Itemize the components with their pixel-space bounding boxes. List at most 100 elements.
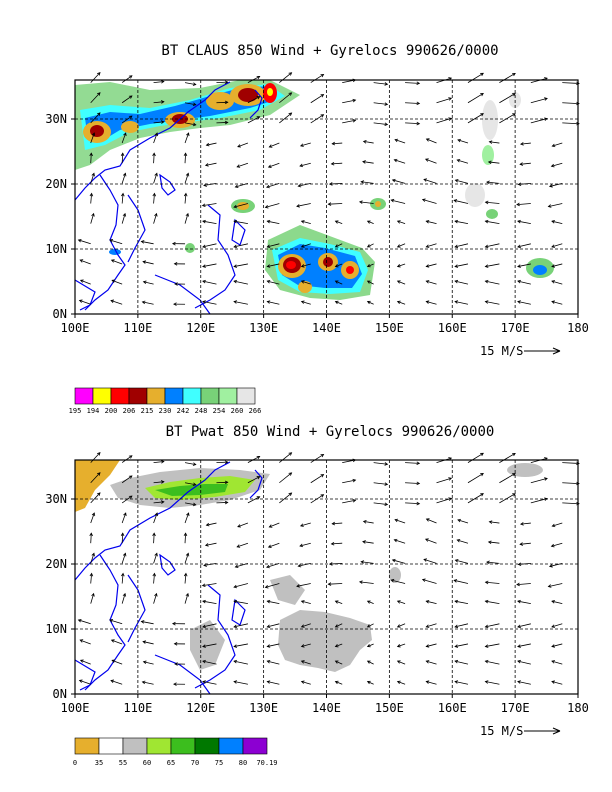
wind-vector	[153, 193, 155, 204]
wind-vector-head	[300, 644, 305, 648]
wind-vector	[78, 239, 91, 245]
wind-vector	[551, 301, 563, 305]
wind-vector-head	[486, 560, 490, 565]
wind-vector	[90, 193, 93, 204]
wind-vector-head	[512, 72, 516, 77]
wind-vector	[397, 301, 406, 305]
wind-vector-head	[110, 299, 115, 303]
wind-vector	[517, 220, 531, 225]
wind-vector-head	[360, 560, 365, 564]
wind-vector-head	[352, 498, 357, 503]
wind-vector	[202, 583, 217, 587]
wind-vector-head	[480, 493, 484, 497]
colorbar-label: 206	[123, 407, 136, 415]
wind-vector-head	[320, 94, 325, 98]
wind-vector	[499, 73, 516, 83]
colorbar-label: 260	[231, 407, 244, 415]
wind-vector	[267, 660, 280, 665]
wind-vector	[367, 280, 374, 285]
wind-vector	[426, 138, 437, 144]
wind-vector-head	[551, 523, 556, 528]
wind-vector-head	[267, 544, 272, 548]
wind-vector-head	[205, 142, 210, 147]
wind-vector	[202, 263, 217, 267]
wind-vector-head	[160, 100, 165, 104]
wind-vector-head	[154, 512, 159, 517]
wind-vector	[552, 522, 563, 527]
wind-vector-head	[551, 644, 555, 648]
wind-vector-head	[334, 644, 339, 648]
wind-vector	[279, 492, 292, 504]
wind-vector	[455, 559, 469, 564]
wind-vector-head	[110, 679, 115, 683]
panel2-x-ticks: 100E 110E 120E 130E 140E 150E 160E 170E 180	[61, 694, 589, 715]
wind-vector-head	[425, 644, 430, 648]
wind-vector	[518, 562, 531, 565]
wind-vector-head	[202, 659, 206, 664]
wind-vector	[237, 162, 249, 168]
wind-vector	[90, 112, 101, 124]
wind-vector	[328, 583, 343, 585]
panel2-title: BT Pwat 850 Wind + Gyrelocs 990626/0000	[166, 424, 495, 440]
wind-vector-head	[173, 682, 177, 686]
wind-vector-head	[512, 93, 516, 97]
wind-vector	[367, 263, 374, 267]
wind-vector-head	[141, 300, 146, 305]
wind-vector-head	[202, 300, 206, 304]
wind-vector	[80, 659, 91, 665]
wind-vector-head	[425, 600, 430, 604]
wind-vector	[279, 92, 292, 104]
wind-vector	[520, 162, 531, 165]
wind-vector-head	[366, 244, 371, 248]
wind-vector	[80, 639, 91, 645]
wind-vector-head	[89, 532, 93, 537]
wind-vector	[517, 243, 531, 248]
wind-vector	[233, 220, 248, 225]
x-tick-label: 170E	[501, 321, 530, 335]
wind-vector	[397, 600, 406, 605]
wind-vector-head	[519, 162, 524, 166]
wind-vector	[394, 539, 406, 544]
panel1-x-ticks: 100E 110E 120E 130E 140E 150E 160E 170E 180	[61, 314, 589, 335]
wind-vector	[184, 132, 189, 144]
wind-vector-head	[488, 520, 493, 524]
wind-vector-head	[423, 178, 428, 182]
wind-vector-head	[547, 584, 552, 588]
wind-vector-head	[224, 460, 229, 465]
wind-vector	[397, 623, 406, 628]
colorbar-label: 248	[195, 407, 208, 415]
wind-vector	[299, 162, 311, 167]
wind-vector-head	[576, 81, 580, 86]
wind-vector-head	[288, 492, 293, 496]
wind-vector	[405, 102, 420, 104]
wind-vector-head	[204, 543, 209, 547]
wind-vector-head	[453, 199, 458, 203]
panel2-scale-label: 15 M/S	[480, 724, 523, 738]
wind-vector	[373, 122, 388, 125]
wind-vector-head	[327, 582, 332, 586]
wind-vector-head	[154, 172, 158, 177]
wind-vector-head	[160, 79, 165, 84]
wind-vector	[184, 122, 196, 126]
wind-vector	[423, 558, 437, 564]
wind-vector-head	[202, 680, 206, 684]
x-tick-label: 150E	[375, 321, 404, 335]
wind-vector	[142, 261, 154, 265]
wind-vector	[233, 623, 248, 628]
wind-vector	[300, 522, 311, 527]
wind-vector-head	[517, 182, 522, 187]
wind-vector-head	[390, 198, 395, 203]
wind-vector	[392, 559, 406, 564]
wind-vector-head	[448, 97, 453, 101]
panel1-vector-scale: 15 M/S	[480, 344, 561, 358]
wind-vector	[235, 182, 249, 188]
wind-vector-head	[425, 624, 430, 628]
wind-vector-head	[186, 512, 190, 517]
wind-vector	[153, 593, 157, 604]
wind-vector-head	[393, 538, 398, 543]
wind-vector-head	[288, 452, 293, 456]
wind-vector-head	[233, 279, 238, 284]
wind-vector	[551, 660, 563, 665]
wind-vector	[143, 661, 154, 665]
